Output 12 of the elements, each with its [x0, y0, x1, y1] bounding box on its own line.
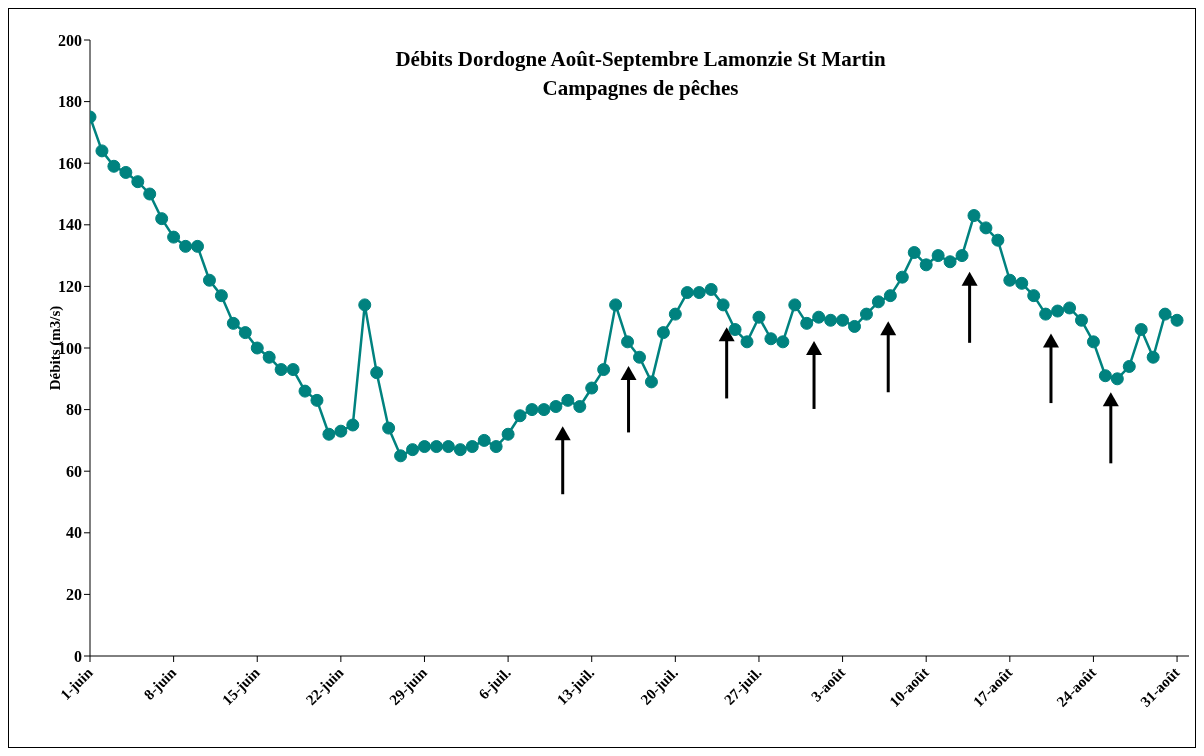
y-tick-label: 140 [58, 216, 82, 234]
y-tick-label: 200 [58, 31, 82, 49]
chart-title: Débits Dordogne Août-Septembre Lamonzie St Martin [395, 47, 886, 71]
y-tick-label: 40 [66, 524, 82, 542]
y-tick-label: 0 [74, 647, 82, 665]
y-tick-label: 160 [58, 154, 82, 172]
y-tick-label: 120 [58, 278, 82, 296]
y-tick-label: 20 [66, 586, 82, 604]
y-tick-label: 60 [66, 462, 82, 480]
y-tick-label: 180 [58, 93, 82, 111]
text: Campagnes de pêches [542, 76, 739, 100]
y-tick-label: 80 [66, 401, 82, 419]
